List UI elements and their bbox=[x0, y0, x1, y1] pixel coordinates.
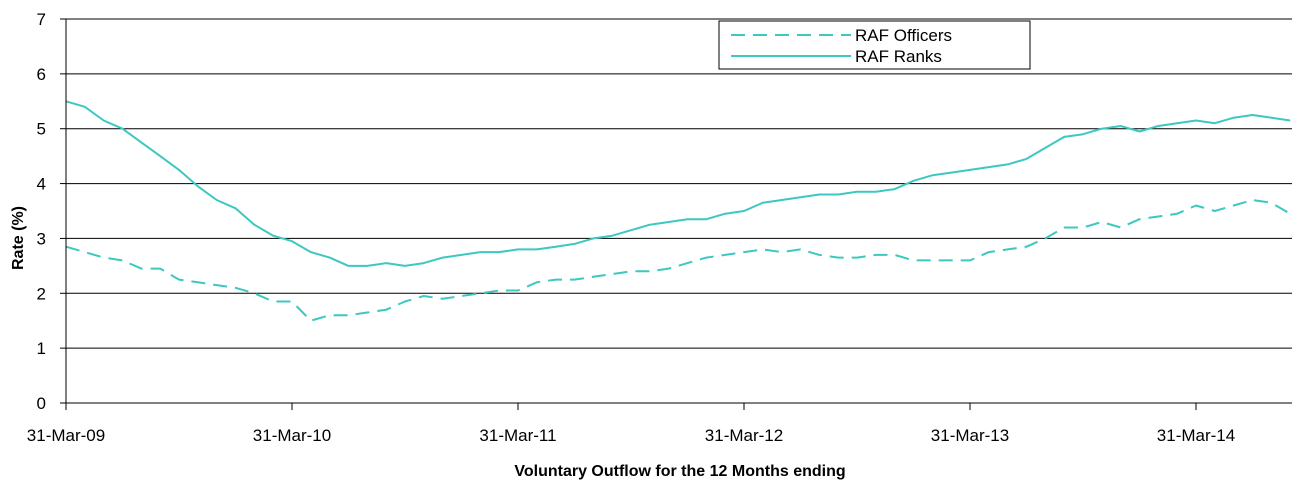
x-axis-title: Voluntary Outflow for the 12 Months endi… bbox=[514, 463, 845, 480]
y-axis-title: Rate (%) bbox=[10, 206, 27, 270]
y-tick-label: 6 bbox=[37, 65, 46, 84]
y-tick-label: 3 bbox=[37, 229, 46, 248]
x-tick-label: 31-Mar-12 bbox=[705, 426, 783, 445]
y-tick-label: 4 bbox=[37, 175, 46, 194]
legend: RAF Officers RAF Ranks bbox=[718, 20, 1031, 70]
x-tick-label: 31-Mar-11 bbox=[479, 426, 556, 445]
legend-box bbox=[718, 20, 1031, 70]
series-lines bbox=[65, 100, 1291, 322]
y-tick-label: 2 bbox=[37, 284, 46, 303]
y-axis-ticks: 0 1 2 3 4 5 6 7 bbox=[37, 10, 66, 413]
series-line-raf-ranks bbox=[65, 100, 1291, 267]
x-tick-label: 31-Mar-13 bbox=[931, 426, 1009, 445]
x-tick-label: 31-Mar-09 bbox=[27, 426, 105, 445]
y-tick-label: 1 bbox=[37, 339, 46, 358]
x-tick-label: 31-Mar-10 bbox=[253, 426, 331, 445]
x-axis-ticks: 31-Mar-09 31-Mar-10 31-Mar-11 31-Mar-12 31-M… bbox=[27, 403, 1235, 445]
legend-label-officers: RAF Officers bbox=[855, 26, 952, 45]
y-tick-label: 0 bbox=[37, 394, 46, 413]
legend-label-ranks: RAF Ranks bbox=[855, 47, 942, 66]
y-tick-label: 7 bbox=[37, 10, 46, 29]
y-tick-label: 5 bbox=[37, 120, 46, 139]
axes bbox=[65, 19, 1292, 404]
gridlines bbox=[66, 18, 1292, 349]
series-line-raf-officers bbox=[65, 199, 1291, 322]
x-tick-label: 31-Mar-14 bbox=[1157, 426, 1235, 445]
